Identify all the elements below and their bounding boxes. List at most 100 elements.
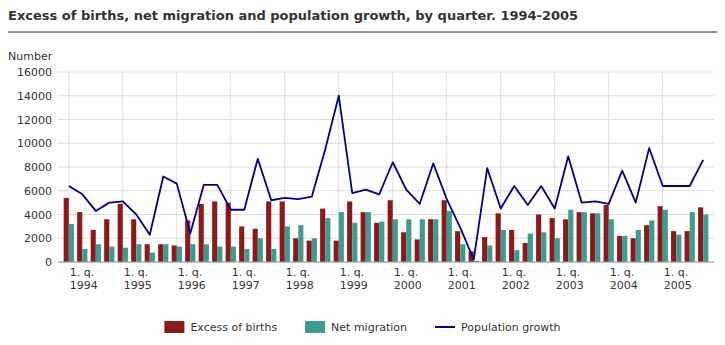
x-axis-line — [58, 262, 714, 263]
bar — [555, 238, 560, 262]
bar — [96, 244, 101, 262]
x-tick-label-line: 1. q. — [178, 266, 202, 279]
bar — [204, 244, 209, 262]
x-tick-label-line: 1. q. — [610, 266, 634, 279]
x-tick-label-line: 1. q. — [556, 266, 580, 279]
x-tick-label-line: 2001 — [448, 279, 476, 292]
bar — [69, 224, 74, 262]
bar — [388, 200, 393, 262]
x-tick-label-line: 1995 — [124, 279, 152, 292]
x-tick-label: 1. q.1994 — [70, 266, 98, 292]
bar — [280, 201, 285, 262]
bar — [91, 230, 96, 262]
bar — [150, 253, 155, 263]
line — [69, 96, 703, 260]
bar — [541, 232, 546, 262]
title: Excess of births, net migration and popu… — [8, 8, 578, 23]
x-tick-label-line: 1994 — [70, 279, 98, 292]
bar — [568, 210, 573, 262]
bar — [244, 249, 249, 262]
bar — [163, 244, 168, 262]
y-tick-label: 0 — [45, 256, 52, 269]
bar — [604, 205, 609, 262]
legend-label: Net migration — [331, 321, 407, 334]
bar — [379, 222, 384, 262]
bar — [361, 212, 366, 262]
x-tick-label: 1. q.2002 — [502, 266, 530, 292]
bar — [649, 220, 654, 262]
bar — [442, 200, 447, 262]
bar — [325, 218, 330, 262]
bar — [334, 241, 339, 262]
bar — [563, 219, 568, 262]
bar — [312, 238, 317, 262]
y-grid-line — [58, 262, 714, 263]
bar — [266, 201, 271, 262]
y-grid-line — [58, 72, 714, 73]
x-tick-label: 1. q.1998 — [286, 266, 314, 292]
bar — [136, 244, 141, 262]
y-tick-label: 6000 — [24, 185, 52, 198]
y-grid-line — [58, 167, 714, 168]
title-rule — [8, 32, 717, 33]
legend-label: Excess of births — [190, 321, 277, 334]
bar — [582, 212, 587, 262]
bar — [514, 250, 519, 262]
bar — [212, 201, 217, 262]
bar — [258, 238, 263, 262]
y-grid-line — [58, 190, 714, 191]
bar — [420, 219, 425, 262]
bar — [131, 219, 136, 262]
bar — [239, 226, 244, 262]
bar — [685, 231, 690, 262]
legend-item: Net migration — [305, 321, 407, 334]
bar — [347, 201, 352, 262]
x-tick-label-line: 2002 — [502, 279, 530, 292]
y-axis-label: Number — [8, 50, 53, 63]
bar — [577, 212, 582, 262]
bar — [609, 219, 614, 262]
y-axis: 0200040006000800010000120001400016000 — [17, 66, 52, 269]
bar — [428, 219, 433, 262]
bar — [482, 237, 487, 262]
y-grid-line — [58, 143, 714, 144]
bar — [231, 247, 236, 262]
legend-item: Population growth — [435, 321, 561, 334]
x-tick-label: 1. q.1995 — [124, 266, 152, 292]
bar — [352, 223, 357, 262]
bar — [690, 212, 695, 262]
bar — [217, 247, 222, 262]
x-tick-label-line: 1996 — [178, 279, 206, 292]
bar — [177, 247, 182, 262]
bar — [703, 215, 708, 263]
bar — [190, 244, 195, 262]
bar — [644, 225, 649, 262]
x-tick-label-line: 1998 — [286, 279, 314, 292]
x-tick-label: 1. q.1999 — [340, 266, 368, 292]
chart: Excess of births, net migration and popu… — [0, 0, 725, 345]
x-tick-label-line: 2004 — [610, 279, 638, 292]
bar — [82, 249, 87, 262]
bar — [293, 238, 298, 262]
bar — [617, 236, 622, 262]
bar — [509, 230, 514, 262]
x-tick-label: 1. q.1997 — [232, 266, 260, 292]
y-tick-label: 14000 — [17, 90, 52, 103]
y-tick-label: 4000 — [24, 209, 52, 222]
bar — [433, 219, 438, 262]
bar — [590, 213, 595, 262]
bar — [622, 236, 627, 262]
x-axis: 1. q.19941. q.19951. q.19961. q.19971. q… — [70, 266, 692, 292]
x-tick-label: 1. q.2004 — [610, 266, 638, 292]
bar — [104, 219, 109, 262]
bar — [487, 245, 492, 262]
bar — [374, 223, 379, 262]
y-grid-line — [58, 238, 714, 239]
bar — [366, 212, 371, 262]
bar — [550, 218, 555, 262]
x-tick-label-line: 1. q. — [664, 266, 688, 279]
y-tick-label: 2000 — [24, 232, 52, 245]
bar — [447, 211, 452, 262]
bar — [501, 230, 506, 262]
bar — [631, 238, 636, 262]
